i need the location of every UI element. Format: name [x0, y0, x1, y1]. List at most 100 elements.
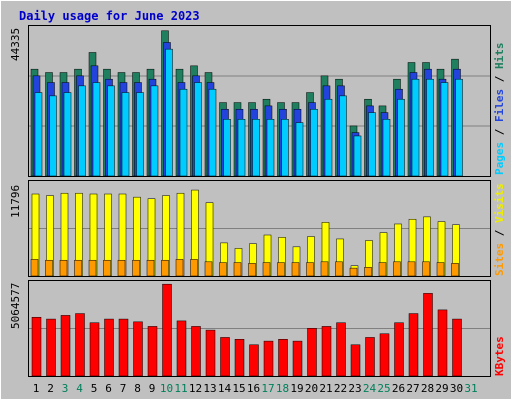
day-label-1: 1 [33, 382, 40, 395]
bar-kbytes-day-6 [104, 318, 114, 377]
bar-pages-day-15 [237, 119, 246, 177]
bar-sites-day-9 [146, 259, 155, 277]
day-label-3: 3 [62, 382, 69, 395]
bar-pages-day-5 [92, 82, 101, 177]
panel3-legend: KBytes [493, 336, 506, 376]
bar-kbytes-day-17 [263, 340, 274, 377]
bar-kbytes-day-8 [133, 321, 143, 377]
legend-sites: Sites [493, 243, 506, 276]
legend-sep: / [493, 69, 506, 89]
bar-kbytes-day-18 [278, 339, 288, 377]
bar-sites-day-26 [393, 261, 401, 277]
legend-hits: Hits [493, 43, 506, 70]
day-label-6: 6 [105, 382, 112, 395]
day-label-8: 8 [134, 382, 141, 395]
bar-pages-day-19 [295, 122, 304, 177]
bar-kbytes-day-28 [423, 293, 433, 377]
chart-title: Daily usage for June 2023 [19, 9, 200, 23]
day-label-25: 25 [377, 382, 390, 395]
panel2-legend: Sites / Visits [493, 183, 506, 276]
bar-kbytes-day-24 [365, 337, 375, 377]
day-label-19: 19 [290, 382, 303, 395]
bar-pages-day-8 [136, 92, 144, 177]
bar-sites-day-12 [190, 259, 198, 277]
bar-kbytes-day-1 [31, 316, 42, 377]
day-label-14: 14 [218, 382, 232, 395]
bar-sites-day-20 [306, 262, 314, 277]
bar-kbytes-day-23 [350, 344, 361, 377]
bar-pages-day-9 [150, 85, 159, 177]
bar-pages-day-21 [324, 98, 333, 177]
bar-sites-day-6 [103, 259, 111, 277]
bar-pages-day-3 [63, 92, 72, 177]
bar-sites-day-16 [248, 263, 256, 277]
bar-pages-day-2 [49, 95, 57, 177]
bar-kbytes-day-21 [321, 326, 332, 377]
day-label-18: 18 [276, 382, 289, 395]
bar-kbytes-day-22 [336, 322, 346, 377]
bar-kbytes-day-16 [249, 344, 259, 377]
bar-sites-day-25 [378, 262, 387, 277]
bar-sites-day-5 [88, 259, 97, 277]
day-label-5: 5 [91, 382, 98, 395]
day-label-9: 9 [149, 382, 156, 395]
bar-pages-day-24 [368, 112, 376, 177]
day-label-12: 12 [189, 382, 202, 395]
day-label-4: 4 [76, 382, 83, 395]
bar-sites-day-17 [262, 262, 271, 277]
bar-pages-day-7 [121, 92, 130, 177]
day-label-27: 27 [406, 382, 419, 395]
bar-pages-day-25 [382, 119, 391, 177]
bar-kbytes-day-9 [147, 326, 158, 377]
bar-pages-day-10 [165, 48, 173, 177]
bar-kbytes-day-13 [205, 329, 216, 377]
bar-pages-day-6 [107, 85, 115, 177]
bar-kbytes-day-19 [292, 340, 303, 377]
bar-kbytes-day-10 [162, 283, 172, 377]
legend-kbytes: KBytes [493, 336, 506, 376]
bar-sites-day-30 [451, 263, 459, 277]
bar-pages-day-28 [426, 78, 434, 177]
day-label-28: 28 [421, 382, 434, 395]
bar-sites-day-22 [335, 261, 343, 277]
panel1-legend: Pages / Files / Hits [493, 43, 506, 176]
bar-kbytes-day-5 [89, 322, 100, 377]
legend-files: Files [493, 89, 506, 122]
bar-kbytes-day-30 [452, 318, 462, 377]
bar-kbytes-day-12 [191, 326, 201, 377]
panel2-max-label: 11796 [9, 185, 22, 218]
bar-sites-day-11 [175, 259, 184, 277]
bar-sites-day-18 [277, 262, 285, 277]
legend-visits: Visits [493, 183, 506, 223]
bar-pages-day-20 [310, 108, 318, 177]
bar-sites-day-2 [45, 259, 53, 277]
bar-kbytes-day-29 [437, 309, 448, 377]
bar-kbytes-day-20 [307, 328, 317, 377]
day-label-21: 21 [319, 382, 332, 395]
bar-pages-day-23 [353, 135, 362, 177]
kbytes-bars [29, 283, 490, 377]
bar-sites-day-29 [436, 262, 445, 277]
bar-pages-day-26 [397, 98, 405, 177]
day-label-26: 26 [392, 382, 405, 395]
bar-sites-day-19 [291, 262, 300, 277]
bar-pages-day-13 [208, 88, 217, 177]
day-label-17: 17 [261, 382, 274, 395]
bar-kbytes-day-26 [394, 322, 404, 377]
bar-sites-day-10 [161, 259, 169, 277]
legend-sep: / [493, 223, 506, 243]
bar-pages-day-30 [455, 78, 463, 177]
bar-sites-day-8 [132, 259, 140, 277]
day-label-15: 15 [232, 382, 245, 395]
day-label-2: 2 [47, 382, 54, 395]
legend-sep: / [493, 122, 506, 142]
day-label-20: 20 [305, 382, 318, 395]
day-label-22: 22 [334, 382, 347, 395]
day-label-31: 31 [464, 382, 477, 395]
day-label-23: 23 [348, 382, 361, 395]
bar-pages-day-18 [281, 119, 289, 177]
day-label-30: 30 [450, 382, 463, 395]
bar-sites-day-4 [74, 259, 82, 277]
bar-pages-day-1 [34, 92, 43, 177]
